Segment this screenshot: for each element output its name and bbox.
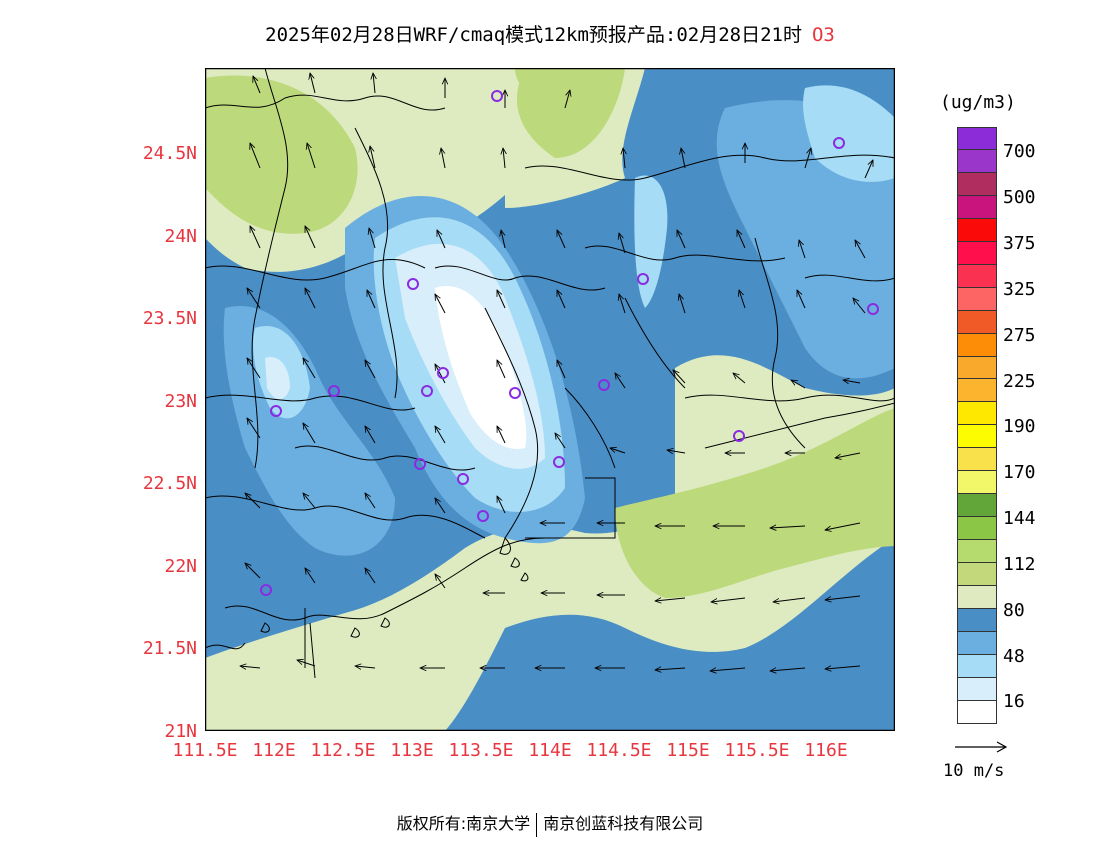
colorbar-label: 48	[1003, 646, 1025, 667]
copyright-left: 版权所有:南京大学	[396, 814, 531, 833]
wind-vectors	[240, 73, 874, 671]
lat-label: 21.5N	[142, 638, 197, 659]
forecast-map	[205, 68, 895, 731]
colorbar-cell	[957, 264, 997, 288]
colorbar-cell	[957, 241, 997, 265]
vector-reference-label: 10 m/s	[943, 761, 1005, 781]
colorbar-cell	[957, 517, 997, 541]
colorbar-label: 275	[1003, 325, 1036, 346]
colorbar-cell	[957, 471, 997, 495]
colorbar-label: 80	[1003, 600, 1025, 621]
station-markers	[260, 90, 879, 596]
vector-reference-arrow	[955, 741, 1008, 753]
colorbar	[957, 127, 997, 724]
field-112-n3	[516, 68, 625, 158]
lon-label: 113E	[390, 740, 434, 761]
colorbar-cell	[957, 586, 997, 610]
field-112-east	[615, 408, 895, 598]
lon-label: 115.5E	[724, 740, 790, 761]
colorbar-cell	[957, 287, 997, 311]
colorbar-cell	[957, 448, 997, 472]
colorbar-label: 144	[1003, 508, 1036, 529]
colorbar-label: 190	[1003, 416, 1036, 437]
colorbar-cell	[957, 333, 997, 357]
colorbar-frame	[957, 127, 997, 724]
lat-label: 23.5N	[142, 308, 197, 329]
field-96-coast	[205, 398, 895, 731]
lat-label: 24N	[164, 226, 197, 247]
colorbar-cell	[957, 356, 997, 380]
colorbar-label: 500	[1003, 187, 1036, 208]
lat-label: 22N	[164, 556, 197, 577]
lon-label: 112E	[252, 740, 296, 761]
colorbar-cell	[957, 654, 997, 678]
lon-label: 111.5E	[172, 740, 238, 761]
lat-label: 23N	[164, 391, 197, 412]
colorbar-label: 225	[1003, 371, 1036, 392]
boundaries	[205, 68, 895, 679]
islands	[260, 537, 529, 638]
colorbar-label: 112	[1003, 554, 1036, 575]
colorbar-label: 700	[1003, 141, 1036, 162]
lon-label: 112.5E	[310, 740, 376, 761]
colorbar-cell	[957, 402, 997, 426]
lon-label: 116E	[804, 740, 848, 761]
field-16-center	[435, 286, 527, 449]
colorbar-cell	[957, 149, 997, 173]
map-title: 2025年02月28日WRF/cmaq模式12km预报产品:02月28日21时 O…	[0, 20, 1100, 47]
colorbar-cell	[957, 379, 997, 403]
colorbar-label: 325	[1003, 279, 1036, 300]
lat-label: 22.5N	[142, 473, 197, 494]
copyright-footer: 版权所有:南京大学 南京创蓝科技有限公司	[0, 810, 1100, 837]
species-label: O3	[811, 24, 835, 46]
field-112-north	[205, 75, 358, 234]
colorbar-cell	[957, 494, 997, 518]
lon-label: 113.5E	[448, 740, 514, 761]
map-frame	[205, 68, 895, 731]
colorbar-label: 16	[1003, 691, 1025, 712]
colorbar-cell	[957, 677, 997, 701]
lat-label: 21N	[164, 721, 197, 742]
colorbar-cell	[957, 127, 997, 150]
lon-label: 114.5E	[586, 740, 652, 761]
colorbar-cell	[957, 310, 997, 334]
lon-label: 114E	[528, 740, 572, 761]
copyright-right: 南京创蓝科技有限公司	[543, 814, 704, 833]
lon-label: 115E	[666, 740, 710, 761]
footer-divider	[536, 812, 538, 837]
colorbar-cell	[957, 563, 997, 587]
colorbar-cell	[957, 195, 997, 219]
lat-label: 24.5N	[142, 143, 197, 164]
field-32-west	[265, 357, 290, 400]
colorbar-cell	[957, 609, 997, 632]
colorbar-cell	[957, 172, 997, 196]
colorbar-cell	[957, 540, 997, 564]
legend-unit: (ug/m3)	[940, 92, 1016, 113]
colorbar-cell	[957, 218, 997, 242]
title-text: 2025年02月28日WRF/cmaq模式12km预报产品:02月28日21时	[265, 24, 802, 46]
colorbar-cell	[957, 631, 997, 655]
colorbar-cell	[957, 425, 997, 449]
colorbar-label: 170	[1003, 462, 1036, 483]
colorbar-label: 375	[1003, 233, 1036, 254]
